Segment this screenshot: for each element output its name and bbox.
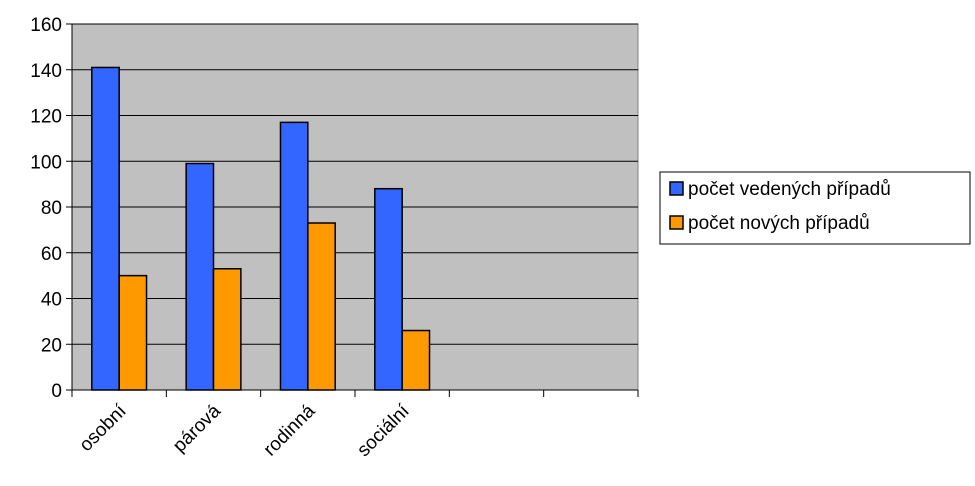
bar-nove-3: [401, 329, 431, 391]
x-tick-label: sociální: [353, 400, 414, 461]
y-tick-label: 60: [41, 244, 62, 265]
bar-nove-2: [307, 222, 336, 391]
y-tick-label: 0: [51, 381, 62, 402]
bars: [91, 66, 431, 391]
legend-swatch-0: [669, 181, 684, 196]
x-tick-label: osobní: [76, 400, 132, 456]
y-tick-label: 80: [41, 198, 62, 219]
y-axis: 0 20 40 60 80 100 120 140 160: [30, 15, 73, 402]
legend: počet vedených případů počet nových přípa…: [659, 171, 971, 245]
legend-label-0: počet vedených případů: [688, 179, 891, 200]
x-tick-label: rodinná: [260, 400, 320, 460]
y-tick-label: 160: [30, 15, 62, 36]
grid-lines: [72, 23, 638, 345]
x-tick-label: párová: [169, 400, 225, 456]
y-tick-label: 140: [30, 61, 62, 82]
y-tick-label: 100: [30, 152, 62, 173]
y-tick-label: 40: [41, 290, 62, 311]
legend-box: [659, 171, 971, 245]
bar-vedene-1: [185, 162, 215, 391]
legend-swatch-1: [669, 215, 684, 230]
bar-vedene-0: [91, 66, 120, 391]
x-axis: osobní párová rodinná sociální: [71, 389, 639, 461]
y-tick-label: 120: [30, 107, 62, 128]
bar-nove-0: [118, 274, 148, 391]
legend-label-1: počet nových případů: [688, 213, 870, 234]
y-tick-label: 20: [41, 335, 62, 356]
bar-nove-1: [212, 268, 242, 391]
bar-vedene-3: [374, 187, 403, 391]
bar-vedene-2: [279, 121, 309, 391]
